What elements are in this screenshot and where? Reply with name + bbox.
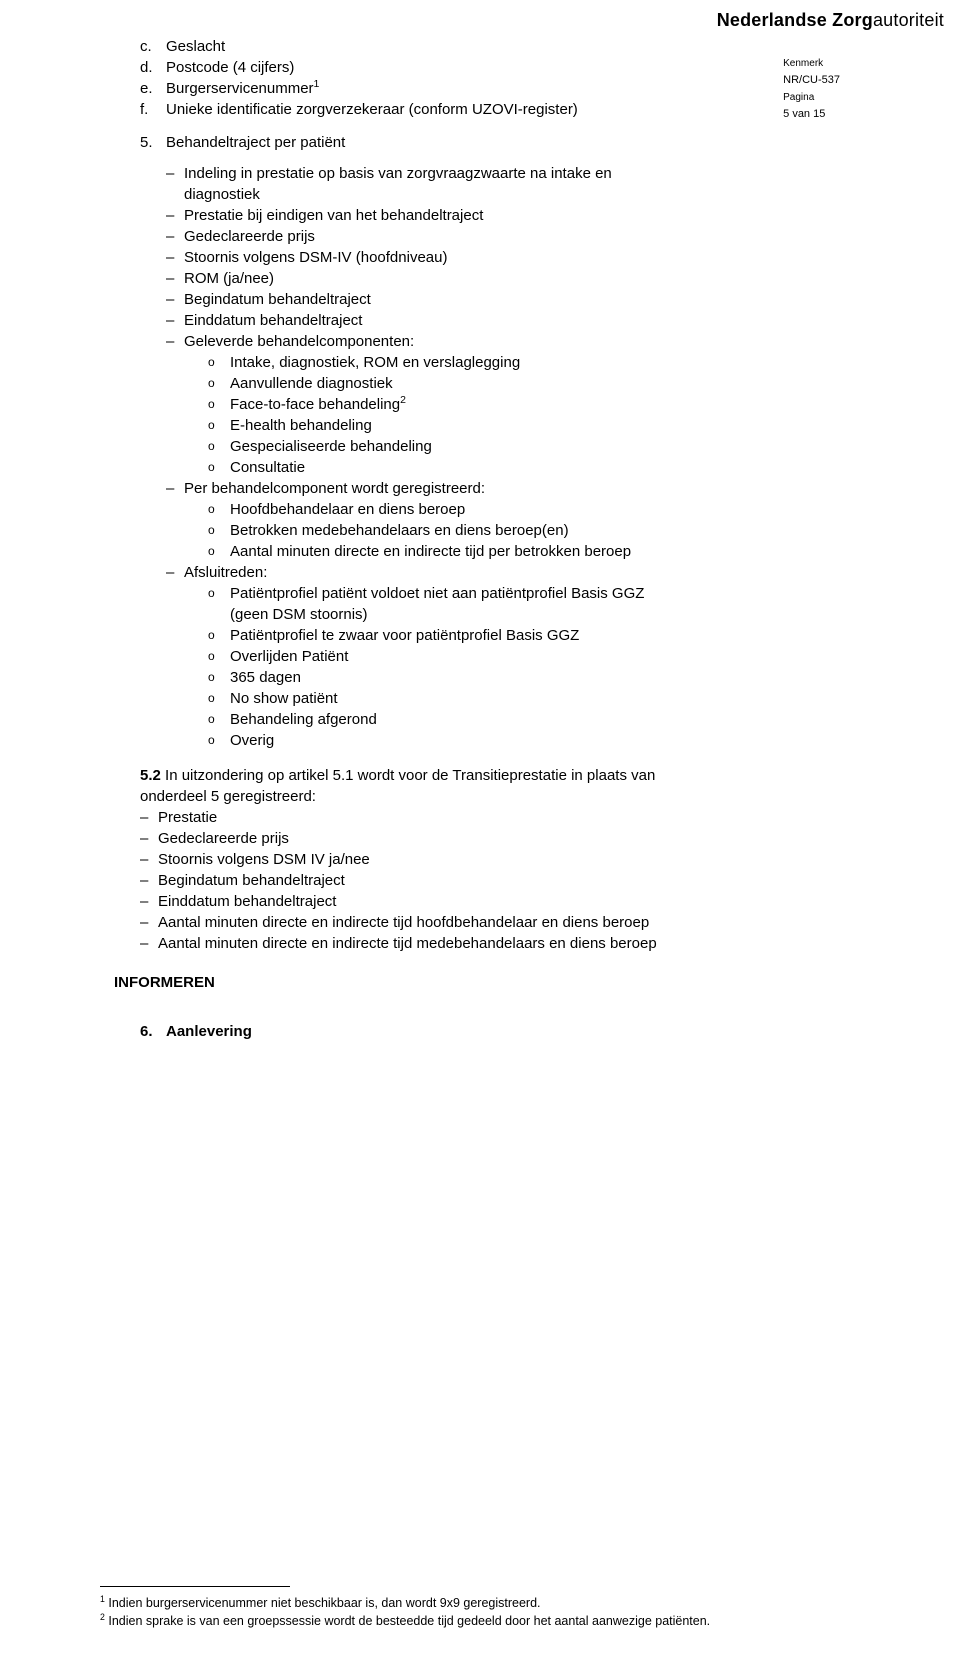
list-item: Aantal minuten directe en indirecte tijd… — [208, 541, 660, 562]
meta-kenmerk-label: Kenmerk — [783, 56, 840, 72]
list-item: Per behandelcomponent wordt geregistreer… — [166, 478, 660, 562]
meta-block: Kenmerk NR/CU-537 Pagina 5 van 15 — [783, 56, 840, 123]
numbered-list: 6.Aanlevering — [140, 1021, 660, 1042]
logo-text-light: autoriteit — [873, 10, 944, 30]
list-item: Einddatum behandeltraject — [140, 891, 660, 912]
brand-logo: Nederlandse Zorgautoriteit — [717, 8, 944, 33]
section-5-2: 5.2 In uitzondering op artikel 5.1 wordt… — [140, 765, 660, 954]
list-item: Begindatum behandeltraject — [166, 289, 660, 310]
section-heading-informeren: INFORMEREN — [114, 972, 660, 993]
list-item: Betrokken medebehandelaars en diens bero… — [208, 520, 660, 541]
item6-text: Aanlevering — [166, 1021, 252, 1042]
footnote-rule — [100, 1586, 290, 1587]
list-item: Consultatie — [208, 457, 660, 478]
list-item: Indeling in prestatie op basis van zorgv… — [166, 163, 660, 205]
list-item: c.Geslacht — [140, 36, 660, 57]
list-item: Geleverde behandelcomponenten: Intake, d… — [166, 331, 660, 478]
list-item: Begindatum behandeltraject — [140, 870, 660, 891]
list-item: ROM (ja/nee) — [166, 268, 660, 289]
item-e: Burgerservicenummer1 — [166, 78, 319, 99]
list-item: Patiëntprofiel te zwaar voor patiëntprof… — [208, 625, 660, 646]
list-item: 365 dagen — [208, 667, 660, 688]
list-item: Gedeclareerde prijs — [140, 828, 660, 849]
item-c: Geslacht — [166, 36, 225, 57]
meta-pagina-value: 5 van 15 — [783, 106, 840, 124]
list-item: Gespecialiseerde behandeling — [208, 436, 660, 457]
meta-kenmerk-value: NR/CU-537 — [783, 72, 840, 90]
list-item: Overig — [208, 730, 660, 751]
content: c.Geslacht d.Postcode (4 cijfers) e.Burg… — [140, 36, 660, 1042]
list-item: Aantal minuten directe en indirecte tijd… — [140, 933, 660, 954]
list-item: Patiëntprofiel patiënt voldoet niet aan … — [208, 583, 660, 625]
list-item: Overlijden Patiënt — [208, 646, 660, 667]
list-item: Einddatum behandeltraject — [166, 310, 660, 331]
list-item: E-health behandeling — [208, 415, 660, 436]
list-item: Intake, diagnostiek, ROM en verslagleggi… — [208, 352, 660, 373]
list-item: Gedeclareerde prijs — [166, 226, 660, 247]
list-item: Face-to-face behandeling2 — [208, 394, 660, 415]
sec52-rest: In uitzondering op artikel 5.1 wordt voo… — [140, 767, 655, 805]
dash-list: Prestatie Gedeclareerde prijs Stoornis v… — [140, 807, 660, 954]
circle-list: Patiëntprofiel patiënt voldoet niet aan … — [184, 583, 660, 751]
circle-list: Hoofdbehandelaar en diens beroep Betrokk… — [184, 499, 660, 562]
list-item: Afsluitreden: Patiëntprofiel patiënt vol… — [166, 562, 660, 751]
logo-text-bold: Nederlandse Zorg — [717, 10, 873, 30]
circle-list: Intake, diagnostiek, ROM en verslagleggi… — [184, 352, 660, 478]
list-item: Hoofdbehandelaar en diens beroep — [208, 499, 660, 520]
item-f: Unieke identificatie zorgverzekeraar (co… — [166, 99, 578, 120]
list-item: Prestatie bij eindigen van het behandelt… — [166, 205, 660, 226]
list-item: d.Postcode (4 cijfers) — [140, 57, 660, 78]
list-item: Aanvullende diagnostiek — [208, 373, 660, 394]
footnotes: 1 Indien burgerservicenummer niet beschi… — [100, 1586, 860, 1630]
item-d: Postcode (4 cijfers) — [166, 57, 294, 78]
list-item: Behandeling afgerond — [208, 709, 660, 730]
list-item: 6.Aanlevering — [140, 1021, 660, 1042]
item5-text: Behandeltraject per patiënt — [166, 132, 345, 153]
list-item: f.Unieke identificatie zorgverzekeraar (… — [140, 99, 660, 120]
list-item: Stoornis volgens DSM IV ja/nee — [140, 849, 660, 870]
footnote-1: 1 Indien burgerservicenummer niet beschi… — [100, 1595, 860, 1613]
list-item: 5.Behandeltraject per patiënt — [140, 132, 660, 153]
list-item: Aantal minuten directe en indirecte tijd… — [140, 912, 660, 933]
list-item: No show patiënt — [208, 688, 660, 709]
numbered-list: 5.Behandeltraject per patiënt — [140, 132, 660, 153]
dash-list: Indeling in prestatie op basis van zorgv… — [140, 163, 660, 751]
lettered-list: c.Geslacht d.Postcode (4 cijfers) e.Burg… — [140, 36, 660, 120]
document-page: Nederlandse Zorgautoriteit Kenmerk NR/CU… — [0, 0, 960, 1670]
footnote-2: 2 Indien sprake is van een groepssessie … — [100, 1613, 860, 1631]
sec52-lead: 5.2 — [140, 767, 161, 784]
meta-pagina-label: Pagina — [783, 90, 840, 106]
list-item: Stoornis volgens DSM-IV (hoofdniveau) — [166, 247, 660, 268]
list-item: e.Burgerservicenummer1 — [140, 78, 660, 99]
list-item: Prestatie — [140, 807, 660, 828]
